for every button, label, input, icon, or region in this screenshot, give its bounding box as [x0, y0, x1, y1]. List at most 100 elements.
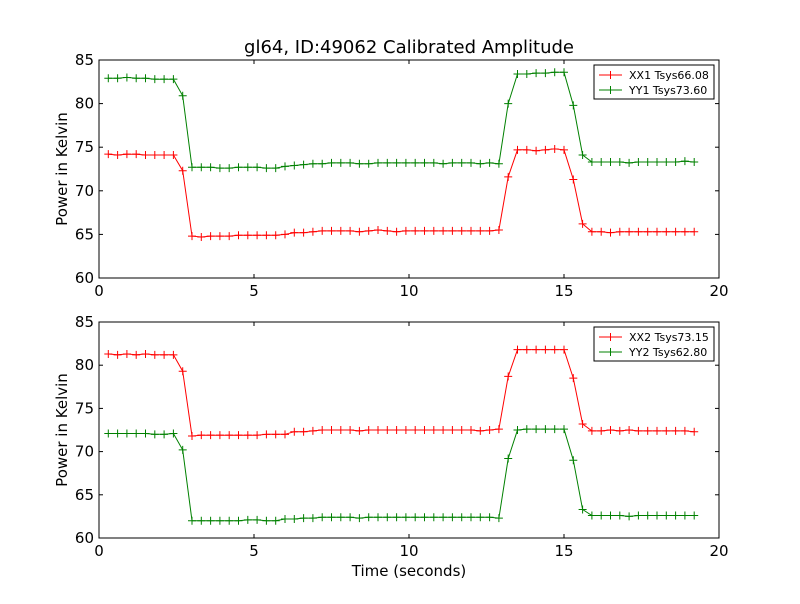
data-point	[234, 163, 243, 172]
data-point	[308, 159, 317, 168]
data-point	[429, 426, 438, 434]
data-point	[532, 69, 541, 78]
data-point	[560, 145, 568, 154]
data-point	[271, 430, 280, 439]
data-point	[513, 345, 522, 354]
data-point	[420, 513, 429, 522]
data-point	[364, 159, 373, 168]
data-point	[253, 163, 262, 172]
data-point	[308, 514, 317, 523]
data-point	[243, 163, 252, 172]
y-tick-label: 60	[75, 529, 94, 547]
data-point	[215, 232, 224, 241]
data-point	[411, 158, 420, 167]
data-point	[318, 513, 327, 522]
data-point	[318, 426, 327, 434]
data-point	[150, 430, 159, 439]
data-point	[318, 159, 327, 168]
data-point	[550, 68, 559, 77]
data-point	[243, 515, 252, 524]
data-point	[327, 513, 336, 522]
data-point	[392, 426, 401, 434]
data-point	[346, 226, 355, 235]
data-point	[643, 158, 652, 167]
y-tick-label: 75	[75, 399, 94, 417]
data-point	[690, 427, 699, 436]
data-point	[253, 231, 262, 240]
data-point	[178, 91, 187, 100]
data-point	[271, 516, 280, 525]
data-point	[113, 74, 122, 83]
x-axis-label: Time (seconds)	[351, 562, 467, 580]
data-point	[178, 445, 187, 454]
data-point	[160, 430, 169, 439]
data-point	[401, 513, 410, 522]
series-line-xx2	[108, 349, 695, 437]
y-tick-label: 80	[75, 95, 94, 113]
data-point	[606, 426, 615, 434]
data-point	[346, 158, 355, 167]
data-point	[690, 511, 699, 520]
data-point	[522, 69, 531, 78]
data-point	[420, 226, 429, 235]
data-point	[429, 226, 438, 235]
data-point	[569, 101, 578, 110]
data-point	[550, 345, 559, 354]
data-point	[225, 431, 234, 440]
data-point	[262, 231, 271, 240]
data-point	[132, 74, 141, 83]
data-point	[327, 226, 336, 235]
data-point	[197, 233, 206, 242]
data-point	[606, 158, 615, 167]
chart-title: gl64, ID:49062 Calibrated Amplitude	[244, 37, 574, 58]
data-point	[243, 431, 252, 440]
data-point	[374, 426, 382, 434]
data-point	[606, 511, 615, 520]
data-point	[160, 75, 169, 84]
data-point	[401, 226, 410, 235]
data-point	[392, 227, 401, 236]
data-point	[281, 514, 289, 523]
data-point	[467, 513, 475, 522]
data-point	[197, 516, 206, 525]
subplot-1: 0 5 10 15 20 60 65 70 75 80 85 Power in Kelvin XX1 T…	[53, 51, 729, 300]
data-point	[383, 513, 392, 522]
data-point	[132, 350, 141, 359]
data-point	[104, 349, 113, 358]
data-point	[597, 158, 606, 167]
data-point	[113, 350, 122, 359]
data-point	[364, 513, 373, 522]
data-point	[206, 516, 215, 525]
data-point	[355, 426, 364, 435]
data-point	[327, 426, 336, 434]
legend-label: YY1 Tsys73.60	[628, 84, 707, 97]
data-point	[569, 175, 578, 184]
data-point	[253, 431, 262, 440]
data-point	[653, 511, 661, 520]
data-point	[197, 431, 206, 440]
data-point	[615, 227, 624, 236]
data-point	[615, 511, 624, 520]
data-point	[448, 226, 457, 235]
data-point	[513, 426, 522, 434]
data-point	[457, 158, 466, 167]
data-point	[615, 426, 624, 435]
data-point	[662, 158, 671, 167]
data-point	[615, 158, 624, 167]
data-point	[346, 513, 355, 522]
data-point	[680, 511, 689, 520]
data-point	[299, 228, 308, 237]
data-point	[215, 431, 224, 440]
subplot-2: 0 5 10 15 20 60 65 70 75 80 85 Power in Kelvin Time …	[53, 313, 729, 580]
data-point	[178, 367, 187, 376]
data-point	[439, 513, 448, 522]
data-point	[448, 513, 457, 522]
legend-label: XX2 Tsys73.15	[629, 331, 709, 344]
x-tick-label: 20	[709, 542, 728, 560]
x-tick-label: 0	[94, 542, 104, 560]
data-point	[643, 426, 652, 435]
data-point	[662, 227, 671, 236]
data-point	[225, 516, 234, 525]
data-point	[188, 432, 196, 441]
legend-label: XX1 Tsys66.08	[629, 69, 709, 82]
